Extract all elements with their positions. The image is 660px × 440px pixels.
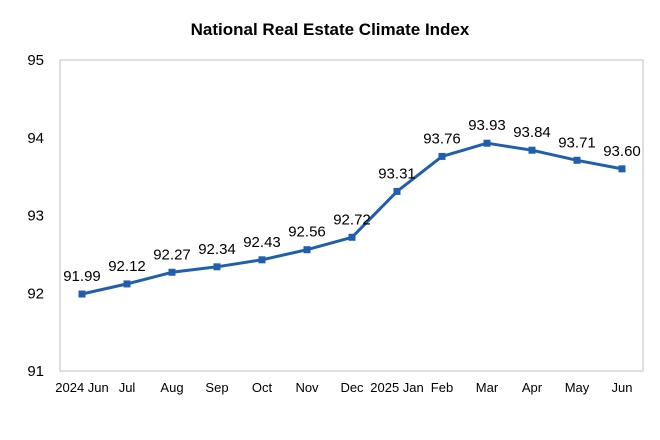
data-point [258,256,266,264]
x-tick-label: Feb [431,380,453,395]
data-point [573,156,581,164]
x-tick-label: 2024 Jun [55,380,109,395]
data-label: 93.76 [423,130,461,147]
data-point [528,146,536,154]
data-labels: 91.99 92.12 92.27 92.34 92.43 92.56 92.72 93.31… [63,117,641,285]
data-label: 93.31 [378,165,416,182]
x-tick-label: Jun [612,380,633,395]
series-markers [78,139,626,298]
x-tick-label: Dec [340,380,364,395]
x-tick-label: May [565,380,590,395]
data-label: 92.27 [153,246,191,263]
data-label: 92.43 [243,234,281,251]
x-tick-label: Nov [295,380,319,395]
y-tick-label: 92 [27,285,44,302]
data-label: 93.71 [558,134,596,151]
y-tick-label: 94 [27,130,44,147]
data-label: 93.60 [603,143,641,160]
data-label: 92.12 [108,258,146,275]
y-axis: 91 92 93 94 95 [27,52,44,380]
plot-area [59,59,644,372]
data-point [168,268,176,276]
data-label: 93.84 [513,124,551,141]
data-label: 92.72 [333,211,371,228]
data-label: 92.34 [198,241,236,258]
x-tick-label: Jul [119,380,136,395]
x-tick-label: Apr [522,380,543,395]
x-tick-label: Sep [205,380,228,395]
y-tick-label: 93 [27,208,44,225]
y-tick-label: 95 [27,52,44,69]
data-point [213,263,221,271]
data-point [123,280,131,288]
data-point [348,233,356,241]
data-point [618,165,626,173]
x-tick-label: Mar [476,380,499,395]
data-label: 93.93 [468,117,506,134]
data-label: 91.99 [63,268,101,285]
data-point [303,246,311,254]
data-label: 92.56 [288,224,326,241]
data-point [393,187,401,195]
x-tick-label: Oct [252,380,273,395]
y-tick-label: 91 [27,363,44,380]
x-tick-label: 2025 Jan [370,380,424,395]
data-point [78,290,86,298]
data-point [483,139,491,147]
data-point [438,152,446,160]
x-tick-label: Aug [160,380,183,395]
x-axis: 2024 Jun Jul Aug Sep Oct Nov Dec 2025 Jan Feb Mar… [55,380,632,395]
chart-title: National Real Estate Climate Index [190,20,470,39]
